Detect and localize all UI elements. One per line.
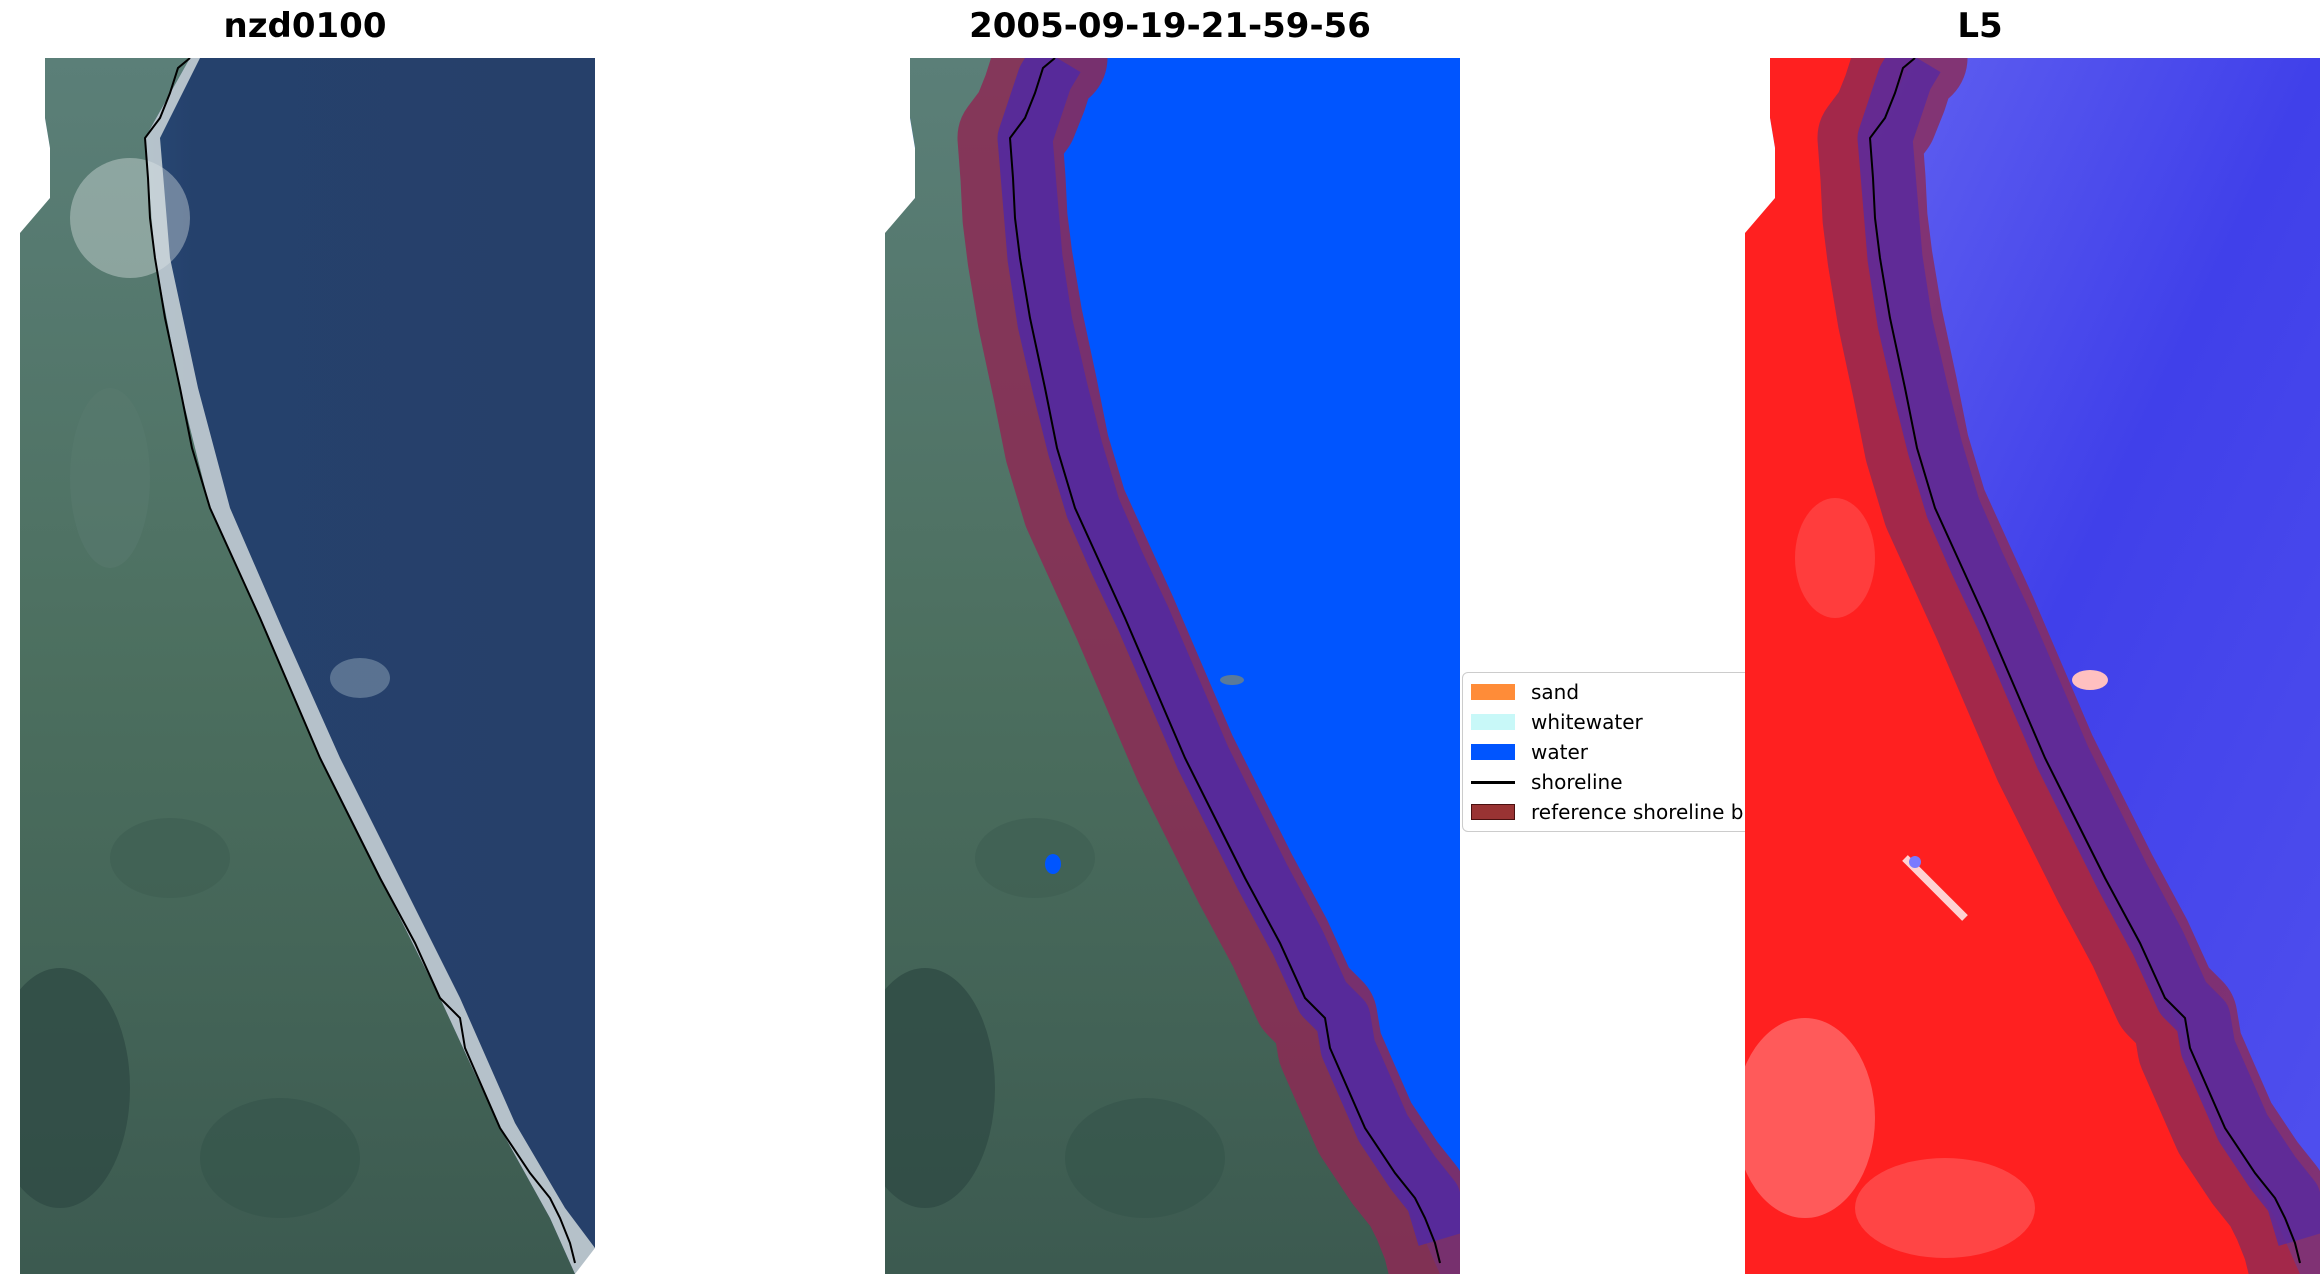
legend-label: whitewater [1531,710,1643,734]
legend: sand whitewater water shoreline referenc… [1462,672,1764,832]
shoreline-line-swatch [1471,781,1515,784]
rgb-image [20,58,595,1274]
classification-image [885,58,1460,1274]
small-water-blob [1045,854,1061,874]
water-swatch [1471,744,1515,760]
index-image [1745,58,2320,1274]
land-area [20,58,575,1274]
panel-title-image: nzd0100 [223,6,387,46]
legend-label: reference shoreline b [1531,800,1744,824]
shoreline [143,58,576,1264]
shoreline [1008,58,1441,1264]
rgb-image-panel [20,58,595,1274]
legend-label: water [1531,740,1588,764]
panel-title-classification: 2005-09-19-21-59-56 [969,6,1371,46]
classification-panel [885,58,1460,1274]
whitewater-swatch [1471,714,1515,730]
legend-label: shoreline [1531,770,1623,794]
legend-label: sand [1531,680,1580,704]
shoreline [1868,58,2301,1264]
index-panel [1745,58,2320,1274]
panel-title-index: L5 [1957,6,2003,46]
sand-swatch [1471,684,1515,700]
reference-buffer-swatch [1471,804,1515,820]
